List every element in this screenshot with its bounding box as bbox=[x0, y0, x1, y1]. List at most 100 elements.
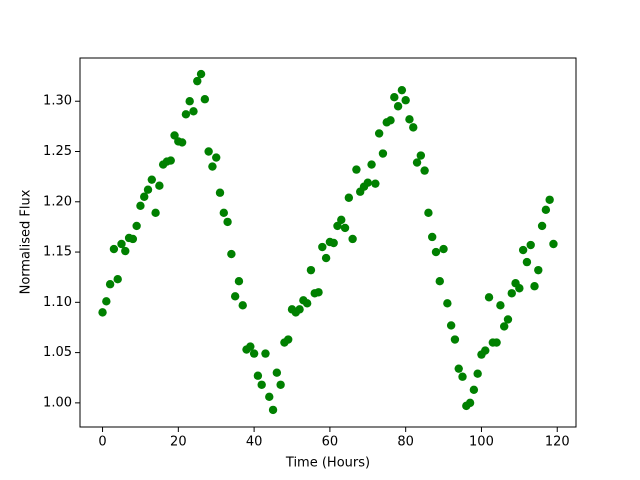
point bbox=[128, 234, 138, 244]
point bbox=[155, 181, 164, 190]
point bbox=[435, 277, 444, 286]
point bbox=[507, 289, 516, 298]
point bbox=[318, 242, 327, 252]
point bbox=[363, 178, 372, 187]
point bbox=[469, 385, 479, 394]
y-tick-label: 1.25 bbox=[43, 144, 72, 159]
point bbox=[446, 321, 456, 330]
point bbox=[367, 160, 376, 169]
point bbox=[249, 349, 259, 358]
point bbox=[113, 274, 122, 284]
x-tick-label: 80 bbox=[397, 435, 414, 450]
point bbox=[416, 151, 426, 160]
point bbox=[196, 69, 206, 79]
point bbox=[518, 245, 528, 255]
x-tick-label: 60 bbox=[322, 435, 339, 450]
x-tick-label: 100 bbox=[469, 435, 494, 450]
point bbox=[102, 297, 111, 306]
point bbox=[496, 301, 505, 310]
point bbox=[405, 115, 414, 124]
point bbox=[465, 398, 475, 408]
point bbox=[537, 221, 547, 231]
point bbox=[136, 201, 145, 211]
y-tick-label: 1.00 bbox=[43, 395, 72, 410]
point bbox=[166, 156, 175, 165]
y-axis-label: Normalised Flux bbox=[19, 189, 34, 294]
point bbox=[390, 93, 399, 102]
point bbox=[204, 147, 213, 156]
point bbox=[458, 372, 467, 381]
point bbox=[321, 253, 331, 263]
point bbox=[522, 257, 532, 267]
point bbox=[549, 239, 558, 249]
point bbox=[219, 208, 228, 218]
point bbox=[492, 338, 501, 347]
point bbox=[276, 380, 285, 389]
x-tick-label: 120 bbox=[545, 435, 570, 450]
point bbox=[409, 123, 418, 132]
y-tick-label: 1.30 bbox=[43, 94, 72, 109]
point bbox=[439, 244, 448, 254]
point bbox=[344, 193, 354, 202]
point bbox=[223, 217, 232, 227]
point bbox=[295, 305, 304, 314]
point bbox=[454, 364, 463, 373]
point bbox=[352, 165, 361, 174]
point bbox=[98, 308, 107, 317]
point bbox=[212, 153, 221, 162]
point bbox=[265, 392, 274, 402]
point bbox=[193, 76, 202, 86]
point bbox=[246, 342, 255, 351]
point bbox=[151, 208, 160, 218]
point bbox=[170, 131, 179, 140]
point bbox=[374, 129, 384, 138]
point bbox=[484, 293, 494, 302]
point bbox=[526, 240, 535, 250]
point bbox=[284, 335, 293, 344]
x-tick-label: 40 bbox=[246, 435, 263, 450]
point bbox=[545, 195, 554, 204]
point bbox=[257, 380, 266, 389]
point bbox=[412, 158, 422, 167]
x-axis-label: Time (Hours) bbox=[285, 456, 370, 471]
point bbox=[238, 301, 247, 310]
point bbox=[230, 292, 240, 301]
point bbox=[541, 205, 551, 215]
point bbox=[208, 162, 217, 171]
point bbox=[147, 175, 157, 184]
x-tick-label: 20 bbox=[170, 435, 187, 450]
y-tick-label: 1.15 bbox=[43, 245, 72, 260]
point bbox=[503, 315, 513, 324]
point bbox=[185, 97, 194, 106]
point bbox=[189, 107, 198, 116]
point bbox=[340, 223, 350, 233]
point bbox=[424, 208, 433, 218]
point bbox=[177, 138, 187, 147]
point bbox=[117, 239, 126, 249]
point bbox=[534, 265, 543, 275]
point bbox=[481, 346, 490, 355]
point bbox=[428, 232, 437, 242]
point bbox=[333, 221, 342, 231]
point bbox=[234, 277, 244, 286]
point bbox=[302, 299, 312, 308]
point bbox=[181, 110, 191, 119]
point bbox=[337, 215, 346, 225]
x-tick-label: 0 bbox=[98, 435, 106, 450]
point bbox=[272, 368, 282, 377]
point bbox=[200, 95, 210, 104]
point bbox=[109, 244, 119, 254]
plot-frame bbox=[79, 57, 577, 428]
point bbox=[140, 192, 149, 201]
point bbox=[515, 284, 524, 293]
y-tick-label: 1.10 bbox=[43, 295, 72, 310]
point bbox=[215, 188, 225, 197]
point bbox=[473, 369, 482, 378]
point bbox=[443, 299, 452, 308]
point bbox=[227, 249, 236, 259]
point bbox=[268, 405, 278, 415]
point bbox=[450, 335, 460, 344]
